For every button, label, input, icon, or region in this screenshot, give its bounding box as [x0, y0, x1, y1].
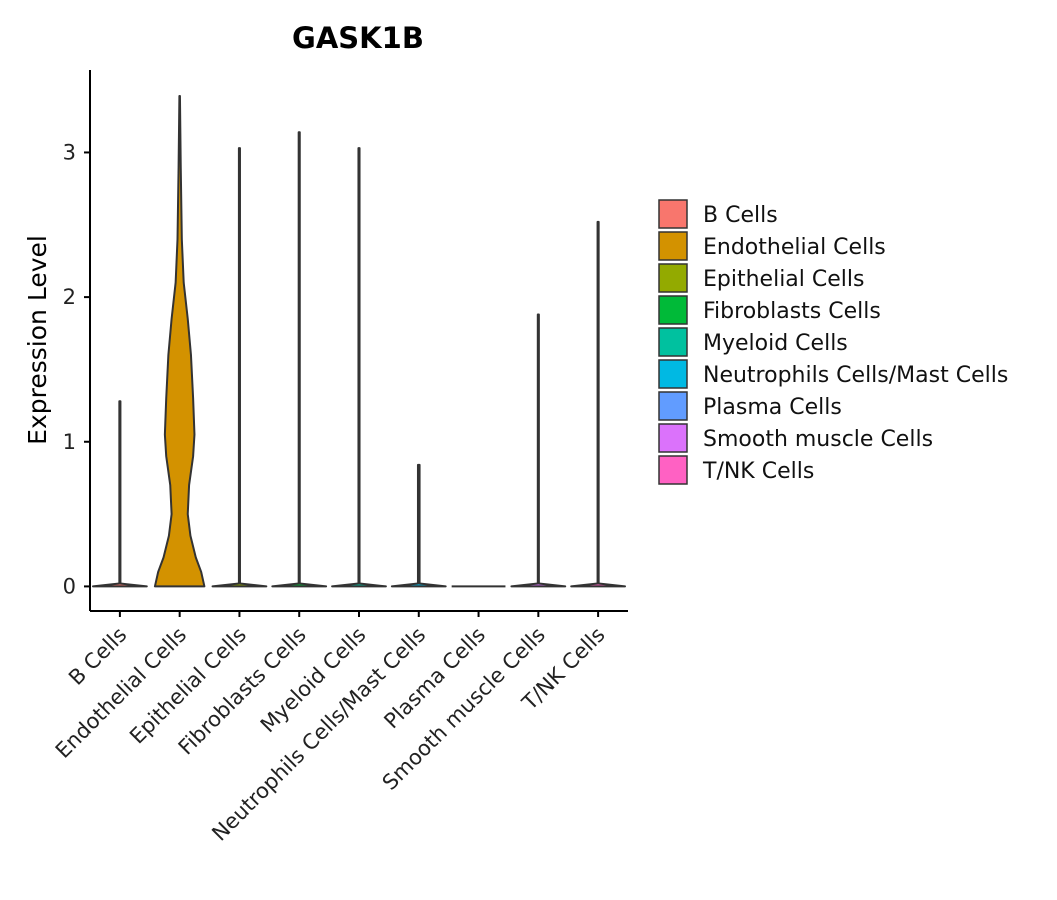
- legend-swatch: [658, 391, 688, 421]
- violin-myeloid-cells: [331, 147, 387, 588]
- violin-neutrophils-cells-mast-cells: [390, 463, 447, 588]
- y-tick-label: 3: [63, 140, 76, 164]
- y-axis-label: Expression Level: [23, 235, 52, 445]
- plot-area: [91, 95, 627, 588]
- violin-t-nk-cells: [570, 220, 627, 588]
- y-tick-label: 1: [63, 430, 76, 454]
- legend-swatch: [658, 423, 688, 453]
- violin-b-cells: [91, 400, 148, 588]
- legend-label: T/NK Cells: [702, 459, 814, 484]
- legend-swatch: [658, 327, 688, 357]
- legend-label: Plasma Cells: [703, 395, 842, 420]
- legend-label: Myeloid Cells: [703, 331, 848, 356]
- legend-label: Smooth muscle Cells: [703, 427, 933, 452]
- legend-label: B Cells: [703, 203, 778, 228]
- legend-label: Epithelial Cells: [703, 267, 864, 292]
- legend-swatch: [658, 295, 688, 325]
- violin-fibroblasts-cells: [271, 131, 328, 588]
- legend-label: Neutrophils Cells/Mast Cells: [703, 363, 1008, 388]
- y-tick-label: 0: [63, 574, 76, 598]
- violin-endothelial-cells: [153, 95, 206, 588]
- legend-swatch: [658, 359, 688, 389]
- violin-smooth-muscle-cells: [510, 313, 567, 588]
- legend-swatch: [658, 263, 688, 293]
- legend-swatch: [658, 231, 688, 261]
- violin-epithelial-cells: [211, 147, 268, 588]
- legend-swatch: [658, 455, 688, 485]
- x-tick-label: Myeloid Cells: [256, 623, 371, 738]
- chart-title: GASK1B: [292, 21, 424, 55]
- y-tick-label: 2: [63, 285, 76, 309]
- legend-swatch: [658, 199, 688, 229]
- legend: B Cells Endothelial Cells Epithelial Cells…: [658, 199, 1008, 485]
- legend-label: Fibroblasts Cells: [703, 299, 881, 324]
- legend-label: Endothelial Cells: [703, 235, 886, 260]
